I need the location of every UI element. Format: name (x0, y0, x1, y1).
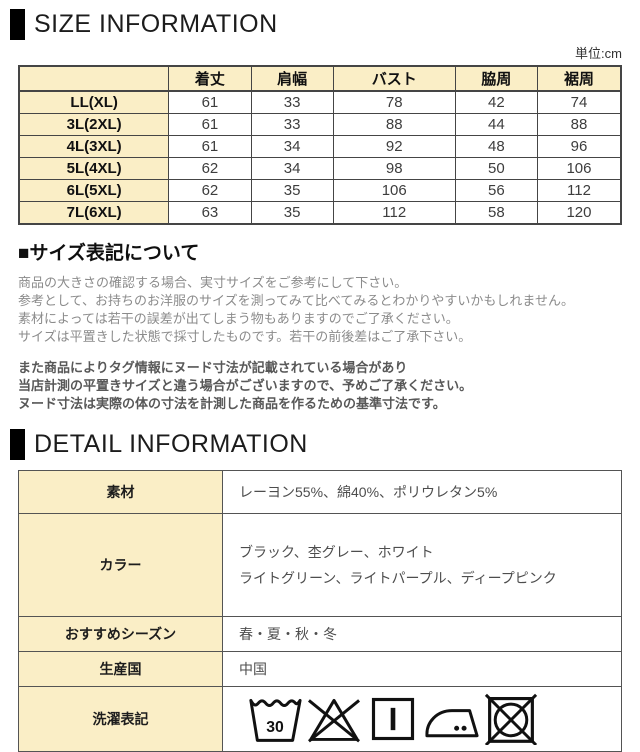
size-column-header: バスト (332, 65, 456, 92)
detail-value: 中国 (222, 651, 622, 687)
note-line: サイズは平置きした状態で採寸したものです。若干の前後差はご了承下さい。 (18, 329, 472, 344)
wash-30-icon: 30 (249, 698, 302, 742)
detail-row-color: カラー ブラック、杢グレー、ホワイト ライトグリーン、ライトパープル、ディープピ… (18, 513, 622, 617)
size-cell: 112 (332, 201, 456, 225)
size-cell: 61 (168, 135, 252, 158)
wash-temperature-label: 30 (266, 719, 284, 736)
size-cell: 42 (454, 90, 538, 114)
unit-label: 単位:cm (575, 46, 622, 61)
size-cell: 35 (250, 179, 334, 202)
size-cell: 58 (454, 201, 538, 225)
size-cell: 35 (250, 201, 334, 225)
size-table: 着丈 肩幅 バスト 脇周 裾周 LL(XL) 61 33 78 42 74 3L… (18, 65, 622, 225)
size-cell: 74 (536, 90, 622, 114)
detail-information-header: DETAIL INFORMATION (10, 428, 622, 460)
detail-row-season: おすすめシーズン 春・夏・秋・冬 (18, 616, 622, 652)
laundry-care-icons: 30 (247, 693, 605, 745)
size-cell: 56 (454, 179, 538, 202)
size-cell: 106 (536, 157, 622, 180)
detail-table: 素材 レーヨン55%、綿40%、ポリウレタン5% カラー ブラック、杢グレー、ホ… (18, 470, 622, 752)
detail-label: 洗濯表記 (18, 686, 223, 752)
note-line: 当店計測の平置きサイズと違う場合がございますので、予めご了承ください。 (18, 378, 473, 393)
size-cell: 33 (250, 113, 334, 136)
detail-value: 春・夏・秋・冬 (222, 616, 622, 652)
size-cell: 48 (454, 135, 538, 158)
size-cell: 34 (250, 135, 334, 158)
size-row-label: LL(XL) (18, 90, 170, 114)
size-information-title: SIZE INFORMATION (34, 9, 278, 38)
do-not-bleach-icon (307, 698, 361, 743)
size-row-label: 5L(4XL) (18, 157, 170, 180)
size-note-paragraph: 商品の大きさの確認する場合、実寸サイズをご参考にして下さい。 参考として、お持ち… (18, 274, 622, 346)
size-table-corner-cell (18, 65, 170, 92)
size-cell: 62 (168, 157, 252, 180)
title-square-mark-icon (10, 8, 25, 40)
detail-value: 30 (222, 686, 622, 752)
detail-row-country: 生産国 中国 (18, 651, 622, 687)
size-cell: 92 (332, 135, 456, 158)
title-square-mark-icon (10, 428, 25, 460)
size-table-row: 3L(2XL) 61 33 88 44 88 (18, 113, 622, 136)
size-cell: 62 (168, 179, 252, 202)
detail-label: 素材 (18, 470, 223, 514)
detail-value: レーヨン55%、綿40%、ポリウレタン5% (222, 470, 622, 514)
size-cell: 63 (168, 201, 252, 225)
size-cell: 61 (168, 113, 252, 136)
nude-size-note-paragraph: また商品によりタグ情報にヌード寸法が記載されている場合があり 当店計測の平置きサ… (18, 359, 622, 413)
size-column-header: 脇周 (454, 65, 538, 92)
size-note-heading: ■サイズ表記について (18, 243, 200, 264)
detail-value: ブラック、杢グレー、ホワイト ライトグリーン、ライトパープル、ディープピンク (222, 513, 622, 617)
size-cell: 120 (536, 201, 622, 225)
size-cell: 61 (168, 90, 252, 114)
size-cell: 44 (454, 113, 538, 136)
detail-row-material: 素材 レーヨン55%、綿40%、ポリウレタン5% (18, 470, 622, 514)
color-list-line: ブラック、杢グレー、ホワイト (239, 544, 434, 560)
size-cell: 98 (332, 157, 456, 180)
detail-label: おすすめシーズン (18, 616, 223, 652)
size-cell: 78 (332, 90, 456, 114)
size-cell: 88 (536, 113, 622, 136)
detail-information-title: DETAIL INFORMATION (34, 429, 308, 458)
size-row-label: 6L(5XL) (18, 179, 170, 202)
size-cell: 50 (454, 157, 538, 180)
size-table-row: 7L(6XL) 63 35 112 58 120 (18, 201, 622, 225)
note-line: 参考として、お持ちのお洋服のサイズを測ってみて比べてみるとわかりやすいかもしれま… (18, 293, 575, 308)
iron-medium-icon (425, 709, 479, 738)
detail-label: カラー (18, 513, 223, 617)
do-not-tumble-dry-icon (484, 693, 538, 745)
size-column-header: 着丈 (168, 65, 252, 92)
size-cell: 112 (536, 179, 622, 202)
size-information-header: SIZE INFORMATION (10, 8, 622, 40)
size-table-row: 6L(5XL) 62 35 106 56 112 (18, 179, 622, 202)
size-cell: 106 (332, 179, 456, 202)
size-table-header-row: 着丈 肩幅 バスト 脇周 裾周 (18, 65, 622, 92)
size-table-row: 4L(3XL) 61 34 92 48 96 (18, 135, 622, 158)
size-cell: 34 (250, 157, 334, 180)
line-dry-icon (371, 697, 415, 741)
color-list-line: ライトグリーン、ライトパープル、ディープピンク (239, 570, 557, 586)
size-cell: 88 (332, 113, 456, 136)
size-row-label: 7L(6XL) (18, 201, 170, 225)
size-table-row: LL(XL) 61 33 78 42 74 (18, 90, 622, 114)
size-cell: 33 (250, 90, 334, 114)
size-column-header: 裾周 (536, 65, 622, 92)
size-cell: 96 (536, 135, 622, 158)
size-row-label: 3L(2XL) (18, 113, 170, 136)
note-line: また商品によりタグ情報にヌード寸法が記載されている場合があり (18, 360, 408, 375)
note-line: ヌード寸法は実際の体の寸法を計測した商品を作るための基準寸法です。 (18, 396, 446, 411)
note-line: 素材によっては若干の誤差が出てしまう物もありますのでご了承ください。 (18, 311, 459, 326)
detail-row-care: 洗濯表記 30 (18, 686, 622, 752)
size-column-header: 肩幅 (250, 65, 334, 92)
size-table-row: 5L(4XL) 62 34 98 50 106 (18, 157, 622, 180)
note-line: 商品の大きさの確認する場合、実寸サイズをご参考にして下さい。 (18, 275, 408, 290)
detail-label: 生産国 (18, 651, 223, 687)
size-row-label: 4L(3XL) (18, 135, 170, 158)
